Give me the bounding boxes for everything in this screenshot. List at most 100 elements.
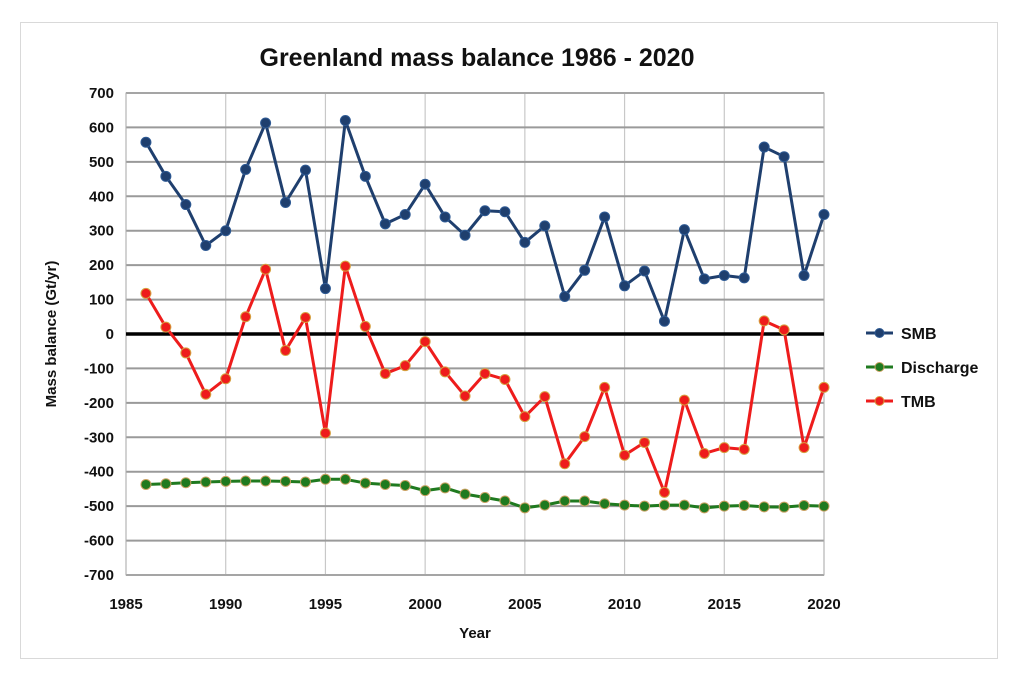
data-point	[539, 499, 551, 511]
data-point	[698, 502, 710, 514]
data-point	[639, 436, 651, 448]
grid	[125, 92, 825, 576]
y-tick-label: -300	[84, 429, 114, 446]
data-point	[519, 236, 531, 248]
y-tick-label: -400	[84, 464, 114, 481]
data-point	[678, 394, 690, 406]
data-point	[220, 475, 232, 487]
data-point	[339, 115, 351, 127]
data-point	[798, 442, 810, 454]
data-point	[499, 373, 511, 385]
data-point	[718, 269, 730, 281]
data-point	[180, 347, 192, 359]
data-point	[639, 265, 651, 277]
data-point	[280, 196, 292, 208]
legend-swatch-marker	[874, 328, 885, 338]
data-point	[319, 473, 331, 485]
data-point	[220, 373, 232, 385]
data-point	[220, 225, 232, 237]
data-point	[319, 427, 331, 439]
x-tick-label: 2010	[608, 596, 641, 613]
data-point	[379, 478, 391, 490]
y-tick-label: 300	[89, 223, 114, 240]
y-axis-label: Mass balance (Gt/yr)	[43, 261, 60, 408]
data-point	[499, 495, 511, 507]
series-discharge	[140, 473, 830, 514]
y-tick-label: 600	[89, 119, 114, 136]
data-point	[619, 280, 631, 292]
data-point	[379, 368, 391, 380]
data-point	[459, 229, 471, 241]
data-point	[359, 477, 371, 489]
data-point	[399, 479, 411, 491]
series-tmb	[140, 260, 830, 498]
data-point	[758, 315, 770, 327]
x-tick-label: 2015	[708, 596, 741, 613]
x-tick-label: 1985	[109, 596, 142, 613]
data-point	[579, 495, 591, 507]
y-tick-label: 500	[89, 154, 114, 171]
data-point	[399, 209, 411, 221]
y-tick-labels: 700 600 500 400 300 200 100 0 -100 -200 -300 -400 -5…	[84, 85, 114, 584]
data-point	[559, 290, 571, 302]
y-tick-label: -500	[84, 498, 114, 515]
data-point	[240, 163, 252, 175]
x-tick-label: 2005	[508, 596, 541, 613]
data-point	[399, 360, 411, 372]
legend-item-smb: SMB	[866, 326, 937, 343]
data-point	[539, 220, 551, 232]
y-tick-label: -100	[84, 360, 114, 377]
y-tick-label: 100	[89, 292, 114, 309]
data-point	[359, 170, 371, 182]
x-tick-label: 2020	[807, 596, 840, 613]
legend-item-discharge: Discharge	[866, 360, 978, 377]
data-point	[140, 287, 152, 299]
data-point	[798, 499, 810, 511]
x-tick-label: 1995	[309, 596, 342, 613]
data-point	[319, 283, 331, 295]
data-point	[559, 495, 571, 507]
data-point	[260, 117, 272, 129]
data-point	[539, 391, 551, 403]
data-point	[619, 499, 631, 511]
data-point	[160, 321, 172, 333]
data-point	[419, 178, 431, 190]
data-point	[519, 502, 531, 514]
data-point	[479, 205, 491, 217]
y-tick-label: 0	[106, 326, 114, 343]
data-point	[678, 224, 690, 236]
legend-swatch-marker	[874, 396, 885, 406]
data-point	[459, 488, 471, 500]
data-point	[758, 501, 770, 513]
data-point	[459, 390, 471, 402]
data-point	[379, 218, 391, 230]
data-point	[479, 492, 491, 504]
legend-label: Discharge	[901, 360, 978, 377]
data-point	[439, 366, 451, 378]
data-point	[160, 170, 172, 182]
legend: SMB Discharge TMB	[866, 326, 978, 411]
data-point	[200, 240, 212, 252]
legend-item-tmb: TMB	[866, 394, 936, 411]
data-point	[200, 388, 212, 400]
y-tick-label: -600	[84, 533, 114, 550]
data-point	[639, 500, 651, 512]
data-point	[818, 209, 830, 221]
data-point	[658, 499, 670, 511]
data-point	[140, 478, 152, 490]
data-point	[658, 486, 670, 498]
data-point	[579, 264, 591, 276]
data-point	[439, 482, 451, 494]
data-point	[658, 315, 670, 327]
data-point	[280, 345, 292, 357]
data-point	[778, 324, 790, 336]
series-layer	[140, 115, 830, 514]
data-point	[339, 473, 351, 485]
data-point	[260, 263, 272, 275]
data-point	[599, 211, 611, 223]
data-point	[180, 477, 192, 489]
data-point	[419, 336, 431, 348]
y-tick-label: 400	[89, 188, 114, 205]
data-point	[280, 475, 292, 487]
